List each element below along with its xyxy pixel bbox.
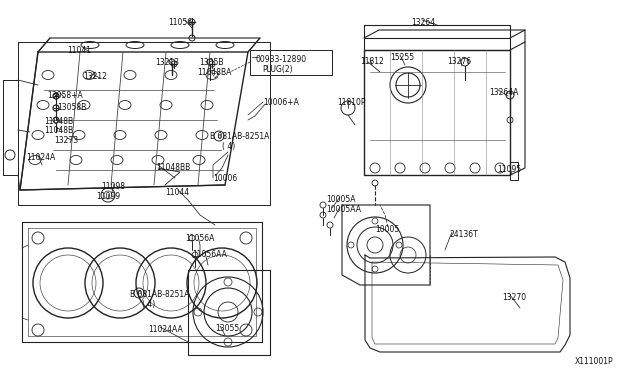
Text: 13212: 13212 <box>83 72 107 81</box>
Text: 11048B: 11048B <box>44 126 73 135</box>
Text: 11048BB: 11048BB <box>156 163 190 172</box>
Text: ( 4): ( 4) <box>222 142 236 151</box>
Text: 10006: 10006 <box>213 174 237 183</box>
Text: 11048B: 11048B <box>44 117 73 126</box>
Text: 15255: 15255 <box>390 53 414 62</box>
Text: 13270: 13270 <box>502 293 526 302</box>
Text: 11812: 11812 <box>360 57 384 66</box>
Text: 13276: 13276 <box>447 57 471 66</box>
Text: 11056A: 11056A <box>185 234 214 243</box>
Text: 11810P: 11810P <box>337 98 365 107</box>
Text: B 081AB-8251A: B 081AB-8251A <box>210 132 269 141</box>
Text: B: B <box>218 134 221 138</box>
Bar <box>250 50 332 75</box>
Text: 10005AA: 10005AA <box>326 205 361 214</box>
Text: 11024AA: 11024AA <box>148 325 183 334</box>
Text: ( 4): ( 4) <box>142 300 156 309</box>
Text: 24136T: 24136T <box>449 230 477 239</box>
Text: PLUG(2): PLUG(2) <box>262 65 292 74</box>
Text: 13264A: 13264A <box>489 88 518 97</box>
Text: 11056AA: 11056AA <box>192 250 227 259</box>
Text: 11095: 11095 <box>497 165 521 174</box>
Text: 13264: 13264 <box>411 18 435 27</box>
Text: 11056: 11056 <box>168 18 192 27</box>
Text: 1305B: 1305B <box>199 58 223 67</box>
Text: 11044: 11044 <box>165 188 189 197</box>
Text: 13273: 13273 <box>54 136 78 145</box>
Text: 11048BA: 11048BA <box>197 68 232 77</box>
Text: 10005: 10005 <box>375 225 399 234</box>
Text: 11099: 11099 <box>96 192 120 201</box>
Text: B 081AB-8251A: B 081AB-8251A <box>130 290 189 299</box>
Text: B: B <box>138 291 141 295</box>
Text: 10006+A: 10006+A <box>263 98 299 107</box>
Text: 13058B: 13058B <box>57 103 86 112</box>
Text: 11041: 11041 <box>67 46 91 55</box>
Text: 10005A: 10005A <box>326 195 355 204</box>
Text: 11098: 11098 <box>101 182 125 191</box>
Text: 13213: 13213 <box>155 58 179 67</box>
Text: 13055: 13055 <box>215 324 239 333</box>
Text: X111001P: X111001P <box>575 357 614 366</box>
Text: 11024A: 11024A <box>26 153 55 162</box>
Text: 13058+A: 13058+A <box>47 91 83 100</box>
Bar <box>510 162 518 180</box>
Text: 00933-12890: 00933-12890 <box>256 55 307 64</box>
